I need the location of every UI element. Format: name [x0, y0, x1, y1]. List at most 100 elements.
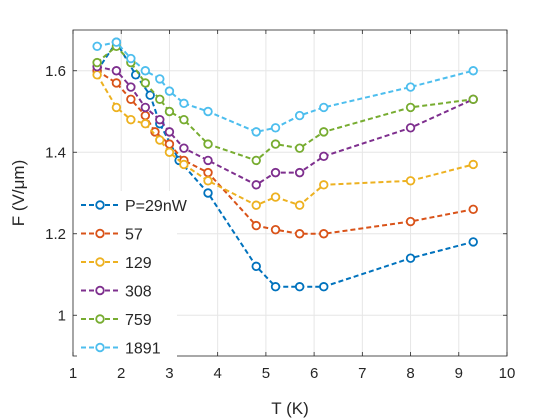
data-point: [294, 143, 305, 153]
data-point: [111, 102, 122, 113]
data-point: [251, 155, 261, 166]
data-point: [319, 102, 329, 113]
data-point: [140, 102, 151, 113]
legend-entry-label: 129: [125, 255, 152, 272]
data-point: [145, 90, 155, 100]
data-point: [251, 220, 261, 231]
data-point: [126, 114, 136, 125]
data-point: [126, 82, 136, 92]
data-point: [294, 282, 305, 292]
data-point: [126, 94, 136, 104]
series-1: [92, 66, 478, 239]
legend-swatch-marker: [95, 257, 105, 267]
data-point: [405, 253, 416, 263]
data-point: [251, 261, 261, 272]
data-point: [294, 167, 305, 178]
data-point: [111, 66, 122, 76]
y-axis-label: F (V/μm): [9, 160, 28, 226]
data-point: [270, 167, 281, 178]
data-point: [164, 147, 175, 157]
series-5: [92, 37, 478, 137]
data-point: [319, 180, 329, 190]
x-tick-label: 10: [499, 365, 516, 382]
data-point: [179, 143, 189, 153]
data-point: [405, 123, 416, 133]
data-point: [179, 114, 189, 125]
series-line: [96, 65, 474, 186]
data-point: [468, 94, 478, 104]
data-point: [203, 139, 213, 149]
data-point: [294, 110, 305, 121]
legend-swatch-marker: [95, 314, 105, 324]
series-4: [92, 41, 478, 166]
data-point: [405, 176, 416, 186]
data-point: [140, 110, 151, 121]
data-point: [294, 200, 305, 210]
data-point: [468, 159, 478, 170]
data-point: [179, 98, 189, 109]
y-tick-label: 1.4: [45, 144, 66, 161]
data-point: [92, 70, 102, 80]
data-point: [468, 237, 478, 247]
data-point: [155, 74, 165, 84]
legend-swatch-marker: [95, 342, 105, 353]
data-point: [270, 224, 281, 235]
data-point: [111, 37, 122, 47]
data-point: [126, 53, 136, 64]
legend-entry-label: P=29nW: [125, 198, 188, 215]
data-point: [319, 229, 329, 239]
data-point: [468, 66, 478, 76]
legend-entry-label: 1891: [125, 341, 161, 358]
data-point: [251, 200, 261, 210]
y-tick-label: 1: [58, 307, 66, 324]
data-point: [92, 57, 102, 68]
y-tick-label: 1.6: [45, 63, 66, 80]
x-tick-label: 1: [69, 365, 77, 382]
data-point: [155, 114, 165, 125]
data-point: [270, 123, 281, 133]
x-axis-label: T (K): [271, 399, 308, 418]
data-point: [270, 139, 281, 149]
data-point: [203, 188, 213, 198]
data-point: [155, 94, 165, 104]
data-point: [319, 127, 329, 137]
data-point: [319, 282, 329, 292]
data-point: [164, 86, 175, 96]
data-point: [203, 176, 213, 186]
data-point: [468, 204, 478, 214]
x-tick-label: 2: [117, 365, 125, 382]
data-point: [203, 167, 213, 178]
legend-background: [77, 191, 177, 366]
x-tick-label: 4: [213, 365, 221, 382]
data-point: [203, 106, 213, 117]
data-point: [155, 135, 165, 145]
legend-swatch-marker: [95, 200, 105, 210]
data-point: [203, 155, 213, 166]
data-point: [405, 216, 416, 227]
legend-entry-label: 57: [125, 227, 143, 244]
x-tick-label: 5: [262, 365, 270, 382]
x-tick-label: 9: [455, 365, 463, 382]
data-point: [319, 151, 329, 162]
data-point: [111, 78, 122, 88]
x-tick-label: 3: [165, 365, 173, 382]
y-tick-label: 1.2: [45, 226, 66, 243]
series-2: [92, 70, 478, 210]
data-point: [294, 229, 305, 239]
data-point: [270, 192, 281, 202]
data-point: [251, 180, 261, 190]
plot-area: 1 2 3 4 5 6 7 8 9 10 1 1.2 1.4 1.6: [45, 29, 516, 382]
x-tick-label: 6: [310, 365, 318, 382]
legend-entry-label: 759: [125, 312, 152, 329]
data-point: [92, 41, 102, 51]
data-point: [179, 159, 189, 170]
series-layer: [92, 37, 478, 292]
legend-swatch-marker: [95, 285, 105, 296]
data-point: [405, 102, 416, 113]
data-point: [164, 106, 175, 117]
x-tick-label: 8: [406, 365, 414, 382]
data-point: [140, 66, 151, 76]
data-point: [164, 127, 175, 137]
data-point: [405, 82, 416, 92]
